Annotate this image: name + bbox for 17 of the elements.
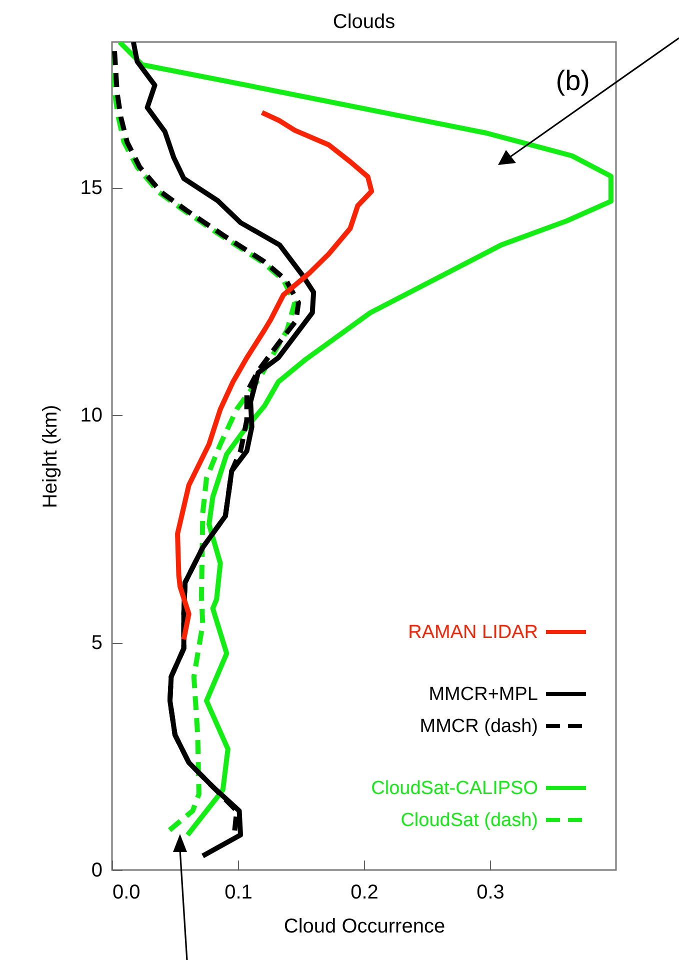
y-tick-label: 15 (80, 177, 102, 200)
legend-label: RAMAN LIDAR (408, 622, 538, 643)
y-tick-label: 0 (91, 860, 102, 882)
x-tick-label: 0.1 (224, 882, 252, 904)
x-tick-label: 0.3 (476, 882, 504, 904)
legend-label: CloudSat-CALIPSO (371, 778, 538, 799)
legend-label: MMCR (dash) (420, 716, 538, 737)
legend-label: CloudSat (dash) (400, 810, 538, 831)
annotation: (b) (556, 65, 590, 96)
y-tick-label: 5 (91, 632, 102, 654)
x-axis-title: Cloud Occurrence (284, 916, 446, 938)
legend-label: MMCR+MPL (428, 684, 538, 705)
y-axis-title: Height (km) (39, 404, 62, 508)
x-tick-label: 0.2 (350, 882, 378, 904)
chart-title: Clouds (332, 11, 396, 33)
x-tick-label: 0.0 (112, 882, 140, 904)
y-tick-label: 10 (80, 404, 102, 427)
